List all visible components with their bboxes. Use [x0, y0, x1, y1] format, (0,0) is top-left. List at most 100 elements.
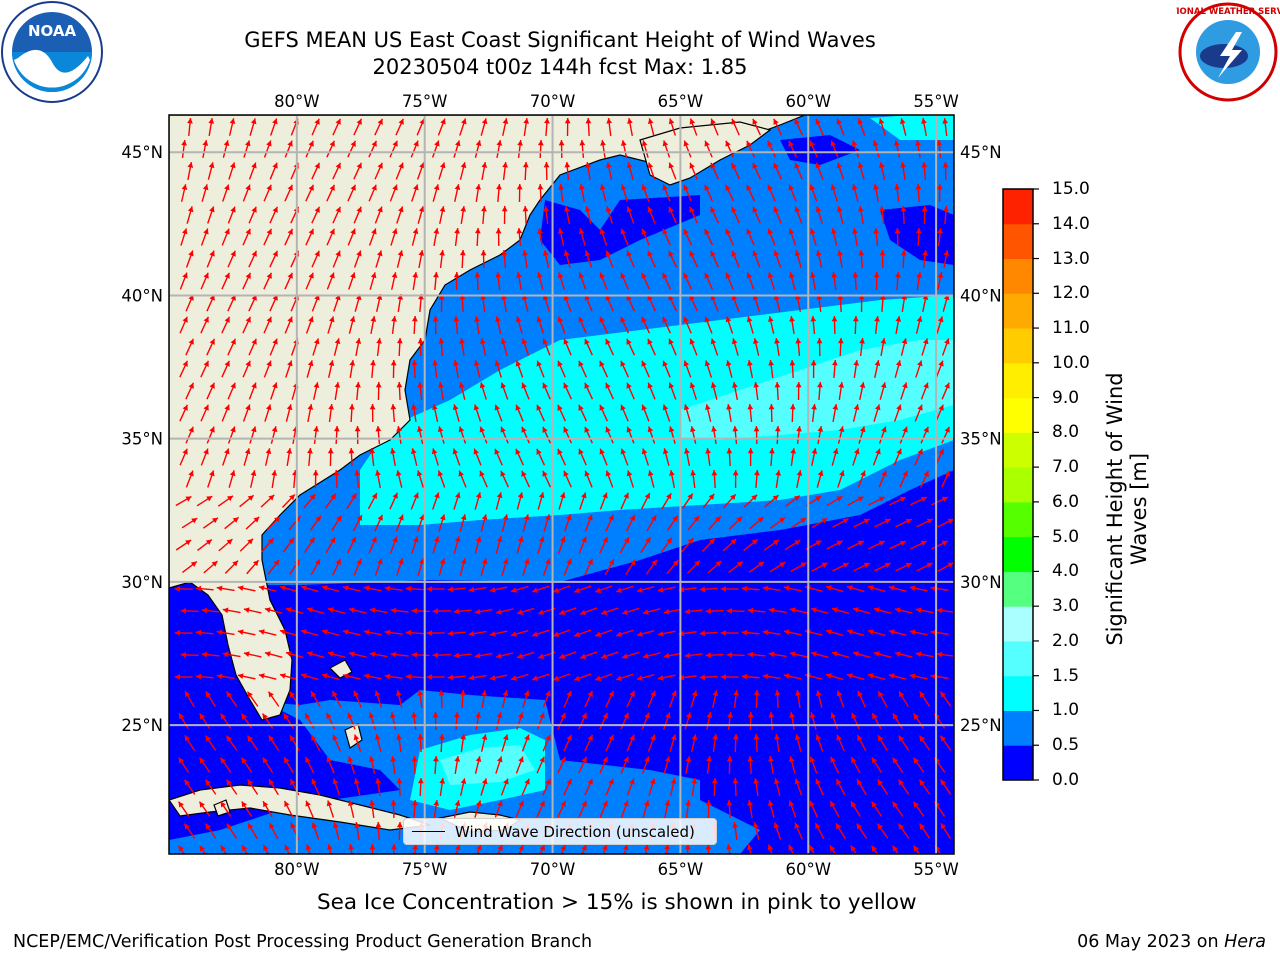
wave-direction-arrowhead [585, 118, 592, 124]
wave-direction-arrowhead [894, 184, 901, 190]
wave-direction-arrowhead [901, 294, 908, 300]
wave-direction-arrowhead [725, 184, 731, 191]
wave-direction-arrowhead [641, 404, 647, 411]
wave-direction-arrowhead [251, 338, 257, 345]
wave-direction-arrowhead [199, 713, 206, 720]
wave-direction-arrowhead [481, 514, 488, 521]
wave-direction-arrowhead [539, 712, 545, 719]
wave-direction-arrowhead [704, 184, 710, 191]
wave-direction-arrowhead [524, 558, 530, 565]
wave-direction-arrowhead [545, 690, 551, 697]
wave-direction-arrowhead [940, 691, 946, 698]
wave-direction-arrowhead [852, 607, 859, 613]
wave-direction-arrowhead [884, 562, 891, 569]
wave-direction-arrowhead [418, 294, 424, 300]
wave-direction-arrowhead [224, 316, 230, 323]
wave-direction-arrowhead [182, 272, 188, 279]
wave-direction-arrowhead [474, 316, 480, 322]
wave-direction-arrowhead [209, 250, 215, 257]
wave-direction-arrowhead [809, 800, 815, 807]
wave-direction-arrowhead [815, 496, 822, 502]
wave-direction-arrowhead [563, 338, 569, 345]
wave-direction-arrowhead [543, 250, 549, 256]
wave-direction-arrowhead [266, 316, 272, 323]
wave-direction-arrowhead [179, 713, 185, 720]
wave-direction-arrowhead [521, 426, 527, 433]
wave-direction-arrowhead [705, 608, 712, 615]
wave-direction-arrowhead [522, 250, 528, 256]
wave-direction-arrowhead [203, 316, 209, 323]
wave-direction-arrowhead [816, 338, 823, 344]
wave-direction-arrowhead [874, 316, 880, 322]
wave-direction-arrowhead [920, 496, 927, 503]
wave-direction-arrowhead [892, 801, 898, 808]
wave-direction-arrowhead [216, 673, 223, 680]
wave-direction-arrowhead [201, 651, 208, 658]
wave-direction-arrowhead [732, 382, 738, 388]
wave-direction-arrowhead [247, 495, 254, 501]
wave-direction-arrowhead [363, 629, 370, 636]
wave-direction-arrowhead [515, 316, 522, 323]
wave-direction-arrowhead [915, 184, 922, 190]
wave-direction-arrowhead [789, 651, 796, 658]
wave-direction-arrowhead [670, 778, 677, 784]
wave-direction-arrowhead [941, 540, 948, 546]
wave-direction-arrowhead [230, 162, 236, 169]
wave-direction-arrowhead [539, 800, 545, 807]
wave-direction-arrowhead [629, 778, 635, 785]
wave-direction-arrowhead [757, 517, 764, 523]
wave-direction-arrowhead [390, 800, 397, 806]
wave-direction-arrowhead [821, 562, 828, 568]
legend-line-swatch [412, 831, 445, 832]
wave-direction-arrowhead [581, 712, 587, 719]
wave-direction-arrowhead [180, 651, 187, 658]
wave-direction-arrowhead [268, 494, 275, 501]
wave-direction-arrowhead [241, 713, 247, 720]
wave-direction-arrowhead [629, 734, 635, 741]
wave-direction-arrowhead [185, 539, 192, 546]
wave-direction-arrowhead [606, 162, 612, 168]
wave-direction-arrowhead [712, 690, 719, 696]
wave-direction-arrowhead [578, 448, 584, 455]
wave-direction-arrowhead [481, 118, 488, 125]
wave-direction-arrowhead [710, 162, 716, 169]
colorbar-swatch [1003, 328, 1033, 364]
wave-direction-arrowhead [710, 338, 717, 345]
wave-direction-arrowhead [854, 448, 860, 455]
wave-direction-arrowhead [846, 673, 853, 679]
wave-direction-arrowhead [732, 426, 739, 432]
wave-direction-arrowhead [850, 845, 856, 852]
wave-direction-arrowhead [329, 537, 336, 544]
wave-direction-arrowhead [608, 514, 614, 521]
wave-direction-arrowhead [220, 713, 226, 720]
wave-direction-arrowhead [182, 316, 188, 323]
wave-direction-arrowhead [626, 382, 632, 389]
wave-direction-arrowhead [537, 184, 544, 190]
wave-direction-arrowhead [620, 184, 627, 191]
wave-direction-arrowhead [720, 586, 726, 592]
wave-direction-arrowhead [524, 734, 530, 741]
wave-direction-arrowhead [753, 778, 759, 784]
wave-direction-arrowhead [795, 690, 801, 696]
wave-direction-arrowhead [453, 360, 459, 366]
wave-direction-arrowhead [937, 272, 944, 278]
wave-direction-arrowhead [371, 140, 377, 147]
wave-direction-arrowhead [672, 560, 679, 567]
wave-direction-arrowhead [851, 184, 858, 191]
wave-direction-arrowhead [438, 382, 444, 388]
wave-direction-arrowhead [500, 470, 506, 477]
wave-direction-arrowhead [731, 118, 737, 125]
wave-direction-arrowhead [831, 316, 838, 322]
wave-direction-arrowhead [432, 652, 438, 658]
wave-direction-arrowhead [584, 250, 591, 257]
wave-direction-arrowhead [557, 360, 563, 367]
wave-direction-arrowhead [623, 537, 629, 544]
wave-direction-arrowhead [879, 206, 886, 212]
wave-direction-arrowhead [644, 492, 650, 499]
wave-direction-arrowhead [560, 712, 566, 719]
wave-direction-arrowhead [224, 448, 230, 455]
wave-direction-arrowhead [468, 586, 475, 593]
wave-direction-arrowhead [314, 559, 321, 566]
wave-direction-arrowhead [330, 493, 336, 500]
wave-direction-arrowhead [857, 118, 864, 125]
